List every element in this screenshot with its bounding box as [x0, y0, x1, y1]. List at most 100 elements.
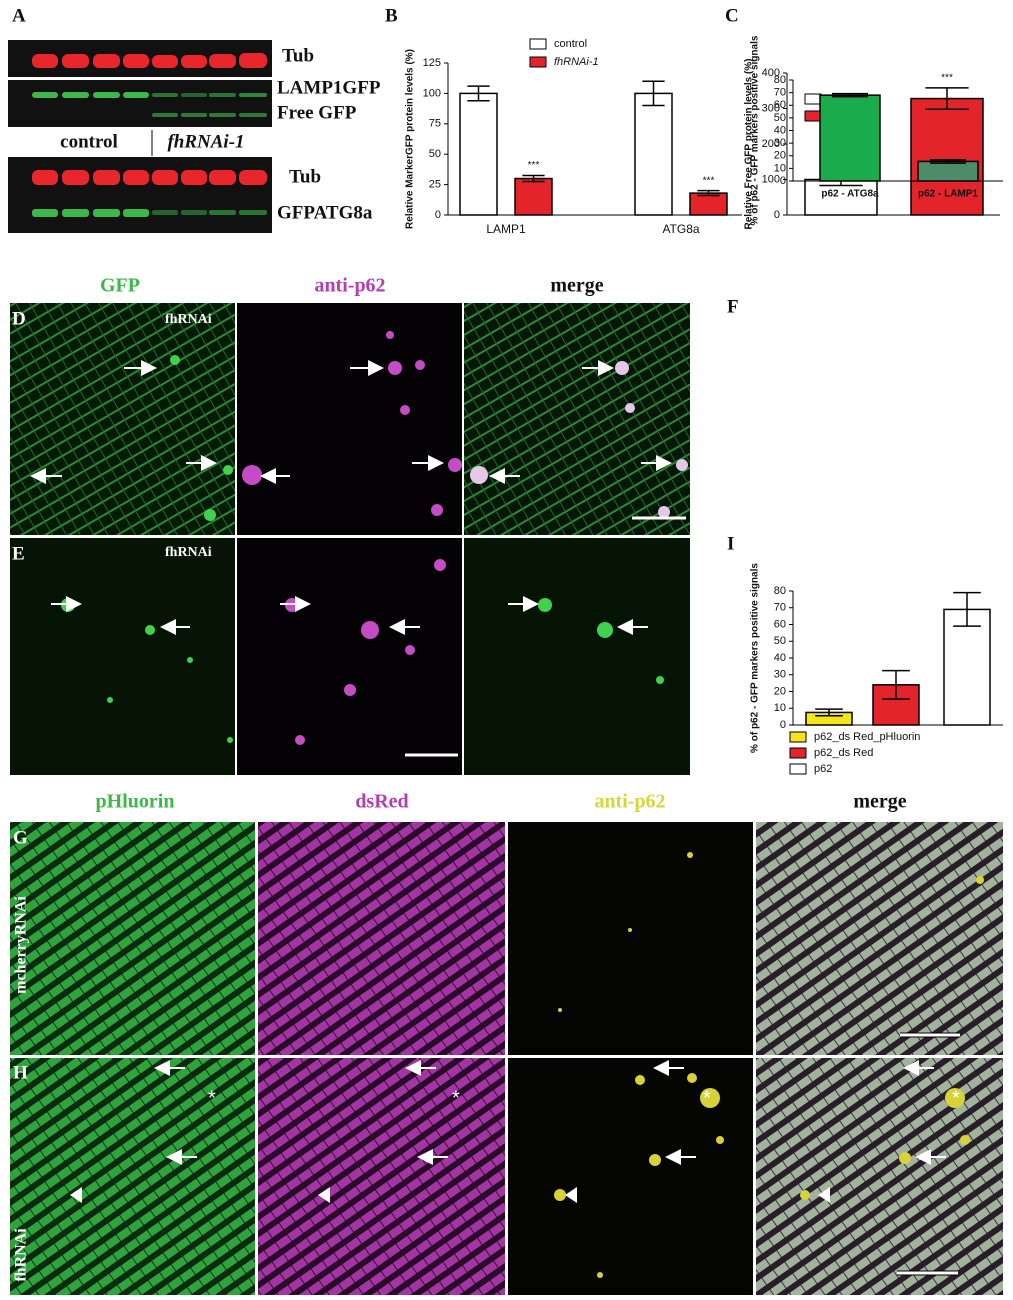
- error-bar: [925, 87, 969, 110]
- panel-label: H: [13, 1062, 28, 1083]
- y-tick-label: 50: [429, 148, 441, 160]
- error-bar: [815, 708, 843, 717]
- bar: [943, 608, 991, 726]
- panel-label: F: [727, 296, 739, 317]
- column-heading: anti-p62: [314, 275, 385, 297]
- y-tick-label: 0: [780, 175, 786, 187]
- y-tick-label: 400: [762, 67, 780, 79]
- error-bar: [953, 591, 981, 627]
- group-label: fhRNAi-1: [167, 131, 244, 152]
- panel-label: A: [12, 5, 26, 26]
- column-heading: merge: [853, 791, 906, 813]
- legend-label: control: [554, 38, 587, 50]
- column-heading: merge: [550, 275, 603, 297]
- error-bar: [467, 85, 490, 102]
- blot-label: Tub: [289, 166, 321, 187]
- y-tick-label: 70: [774, 602, 786, 614]
- panel-label: G: [13, 827, 28, 848]
- group-label: control: [60, 131, 118, 152]
- blot-label: GFPATG8a: [277, 202, 373, 223]
- asterisk: *: [208, 1087, 216, 1109]
- y-tick-label: 70: [774, 87, 786, 99]
- error-bar: [882, 669, 910, 700]
- y-axis-label: % of p62 - GFP markers positive signals: [750, 563, 761, 753]
- y-tick-label: 50: [774, 112, 786, 124]
- micrographs-top: [10, 303, 690, 775]
- y-tick-label: 80: [774, 74, 786, 86]
- x-tick-label: p62 - ATG8a: [821, 189, 879, 200]
- y-tick-label: 300: [762, 102, 780, 114]
- condition-label: fhRNAi: [165, 312, 212, 327]
- column-heading: pHluorin: [96, 791, 175, 813]
- legend-swatch: [789, 747, 807, 759]
- y-tick-label: 40: [774, 652, 786, 664]
- y-tick-label: 40: [774, 124, 786, 136]
- legend-label: p62: [814, 763, 832, 775]
- blot-label: Tub: [282, 45, 314, 66]
- asterisk: *: [703, 1087, 711, 1109]
- panel-label: E: [12, 543, 25, 564]
- bar: [910, 97, 984, 216]
- asterisk: *: [452, 1087, 460, 1109]
- y-tick-label: 75: [429, 118, 441, 130]
- significance: ***: [941, 73, 953, 84]
- condition-label: fhRNAi: [165, 545, 212, 560]
- legend-swatch: [529, 56, 547, 68]
- y-tick-label: 60: [774, 618, 786, 630]
- error-bar: [522, 174, 545, 183]
- error-bar: [930, 159, 966, 164]
- legend-label: p62_ds Red: [814, 747, 873, 759]
- bar: [459, 92, 498, 216]
- error-bar: [697, 189, 720, 197]
- y-tick-label: 0: [774, 209, 780, 221]
- y-tick-label: 0: [435, 209, 441, 221]
- legend-swatch: [529, 38, 547, 50]
- y-tick-label: 60: [774, 99, 786, 111]
- column-heading: anti-p62: [594, 791, 665, 813]
- significance: ***: [528, 160, 540, 171]
- x-tick-label: ATG8a: [662, 222, 699, 236]
- legend-swatch: [789, 731, 807, 743]
- legend-swatch: [804, 110, 822, 122]
- western-blot: [8, 40, 272, 233]
- y-tick-label: 10: [774, 162, 786, 174]
- y-tick-label: 80: [774, 585, 786, 597]
- row-label: mcherryRNAi: [13, 896, 30, 994]
- y-axis-label: Relative Free GFP protein levels (%): [744, 59, 755, 230]
- y-tick-label: 25: [429, 179, 441, 191]
- legend-swatch: [789, 763, 807, 775]
- error-bar: [642, 80, 665, 107]
- y-tick-label: 0: [780, 719, 786, 731]
- y-tick-label: 20: [774, 150, 786, 162]
- blot-label: Free GFP: [277, 102, 357, 123]
- panel-label: C: [725, 5, 739, 26]
- asterisk: *: [952, 1087, 960, 1109]
- legend-label: fhRNAi-1: [554, 56, 599, 68]
- y-tick-label: 20: [774, 685, 786, 697]
- error-bar: [832, 92, 868, 98]
- y-axis-label: Relative MarkerGFP protein levels (%): [405, 49, 416, 229]
- legend-swatch: [804, 93, 822, 105]
- significance: ***: [703, 175, 715, 186]
- legend-label: p62_ds Red_pHluorin: [814, 731, 920, 743]
- panel-label: I: [727, 533, 734, 554]
- blot-label: LAMP1GFP: [277, 77, 381, 98]
- panel-label: D: [12, 308, 26, 329]
- bar: [917, 160, 979, 182]
- micrographs-bottom: * * * *: [10, 822, 1003, 1295]
- x-tick-label: p62 - LAMP1: [918, 189, 978, 200]
- y-tick-label: 100: [762, 173, 780, 185]
- y-tick-label: 50: [774, 635, 786, 647]
- y-tick-label: 10: [774, 702, 786, 714]
- column-heading: dsRed: [355, 791, 408, 813]
- row-label: fhRNAi: [13, 1228, 30, 1282]
- y-tick-label: 30: [774, 669, 786, 681]
- column-heading: GFP: [100, 275, 140, 297]
- bar: [689, 192, 728, 216]
- bar: [819, 94, 881, 182]
- y-tick-label: 100: [423, 87, 441, 99]
- y-axis-label: % of p62 - GFP markers positive signals: [750, 35, 761, 225]
- y-tick-label: 30: [774, 137, 786, 149]
- bar: [634, 92, 673, 216]
